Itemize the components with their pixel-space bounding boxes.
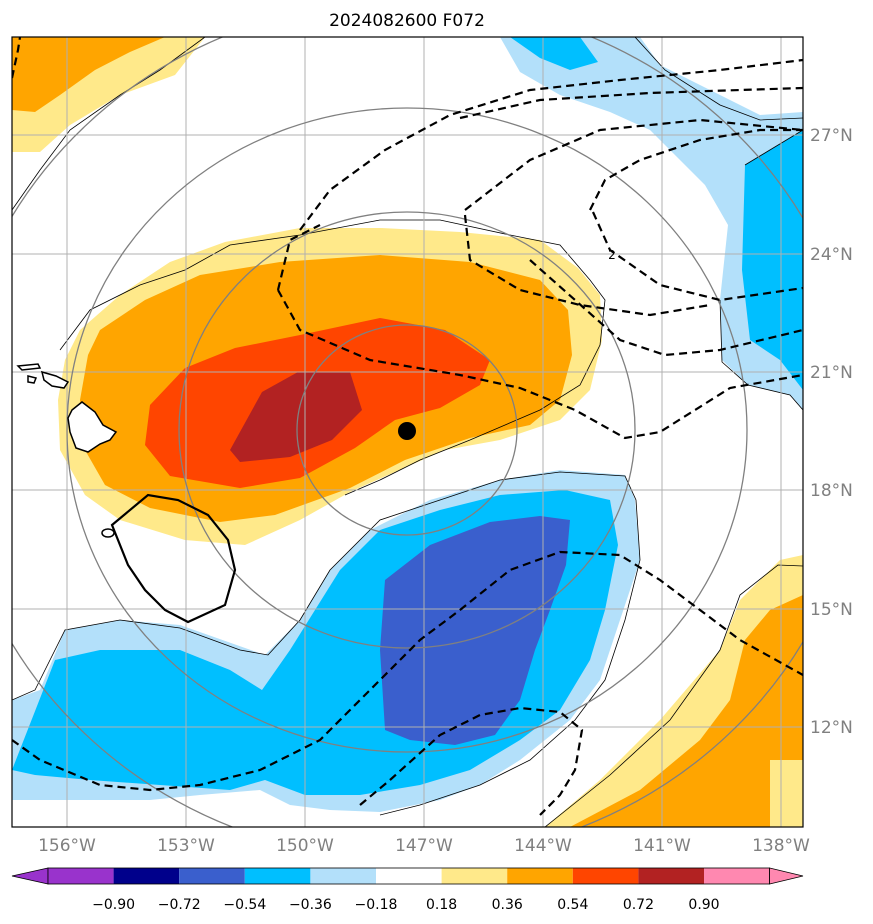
lon-tick-label: 147°W	[395, 836, 453, 856]
map-area: 2	[12, 37, 803, 827]
colorbar-label: 0.54	[557, 897, 588, 913]
lat-tick-label: 15°N	[810, 600, 853, 620]
colorbar-segment	[179, 868, 245, 884]
colorbar-segment	[310, 868, 376, 884]
lat-tick-label: 21°N	[810, 363, 853, 383]
colorbar-segment	[441, 868, 508, 884]
colorbar-segment	[113, 868, 180, 884]
lon-tick-label: 138°W	[752, 836, 810, 856]
colorbar-label: −0.18	[355, 897, 398, 913]
grid-lines	[12, 37, 803, 827]
anomaly-fill	[12, 37, 803, 827]
colorbar: −0.90 −0.72 −0.54 −0.36 −0.18 0.18 0.36 …	[11, 867, 804, 913]
lat-tick-label: 12°N	[810, 718, 853, 738]
lat-tick-label: 27°N	[810, 126, 853, 146]
map-frame	[11, 36, 804, 828]
colorbar-segment	[572, 868, 639, 884]
lat-tick-label: 24°N	[810, 245, 853, 265]
colorbar-segment	[704, 868, 770, 884]
colorbar-segment	[244, 868, 311, 884]
contour-label: 2	[608, 248, 616, 262]
colorbar-segment	[48, 868, 114, 884]
colorbar-label: 0.72	[623, 897, 654, 913]
storm-center-marker	[398, 422, 416, 440]
hawaii-coastline	[16, 363, 118, 538]
colorbar-extend-low	[11, 867, 49, 885]
lat-tick-label: 18°N	[810, 481, 853, 501]
lon-tick-label: 153°W	[157, 836, 215, 856]
lon-tick-label: 156°W	[38, 836, 96, 856]
colorbar-segment	[638, 868, 704, 884]
colorbar-label: −0.36	[289, 897, 332, 913]
lon-tick-label: 150°W	[276, 836, 334, 856]
latitude-tick-labels: 27°N 24°N 21°N 18°N 15°N 12°N	[810, 126, 853, 738]
colorbar-label: −0.72	[158, 897, 201, 913]
colorbar-label: 0.90	[688, 897, 719, 913]
range-rings	[12, 37, 803, 827]
lon-tick-label: 141°W	[633, 836, 691, 856]
colorbar-outline	[47, 867, 770, 885]
colorbar-label: 0.18	[426, 897, 457, 913]
longitude-tick-labels: 156°W 153°W 150°W 147°W 144°W 141°W 138°…	[38, 836, 810, 856]
colorbar-segment	[376, 868, 442, 884]
map-title: 2024082600 F072	[329, 11, 485, 31]
thick-solid-contour	[110, 493, 237, 624]
lon-tick-label: 144°W	[514, 836, 572, 856]
colorbar-extend-high	[769, 867, 804, 885]
colorbar-label: −0.90	[92, 897, 135, 913]
colorbar-label: −0.54	[223, 897, 266, 913]
colorbar-label: 0.36	[492, 897, 523, 913]
colorbar-segment	[507, 868, 573, 884]
dashed-contours	[12, 37, 803, 816]
